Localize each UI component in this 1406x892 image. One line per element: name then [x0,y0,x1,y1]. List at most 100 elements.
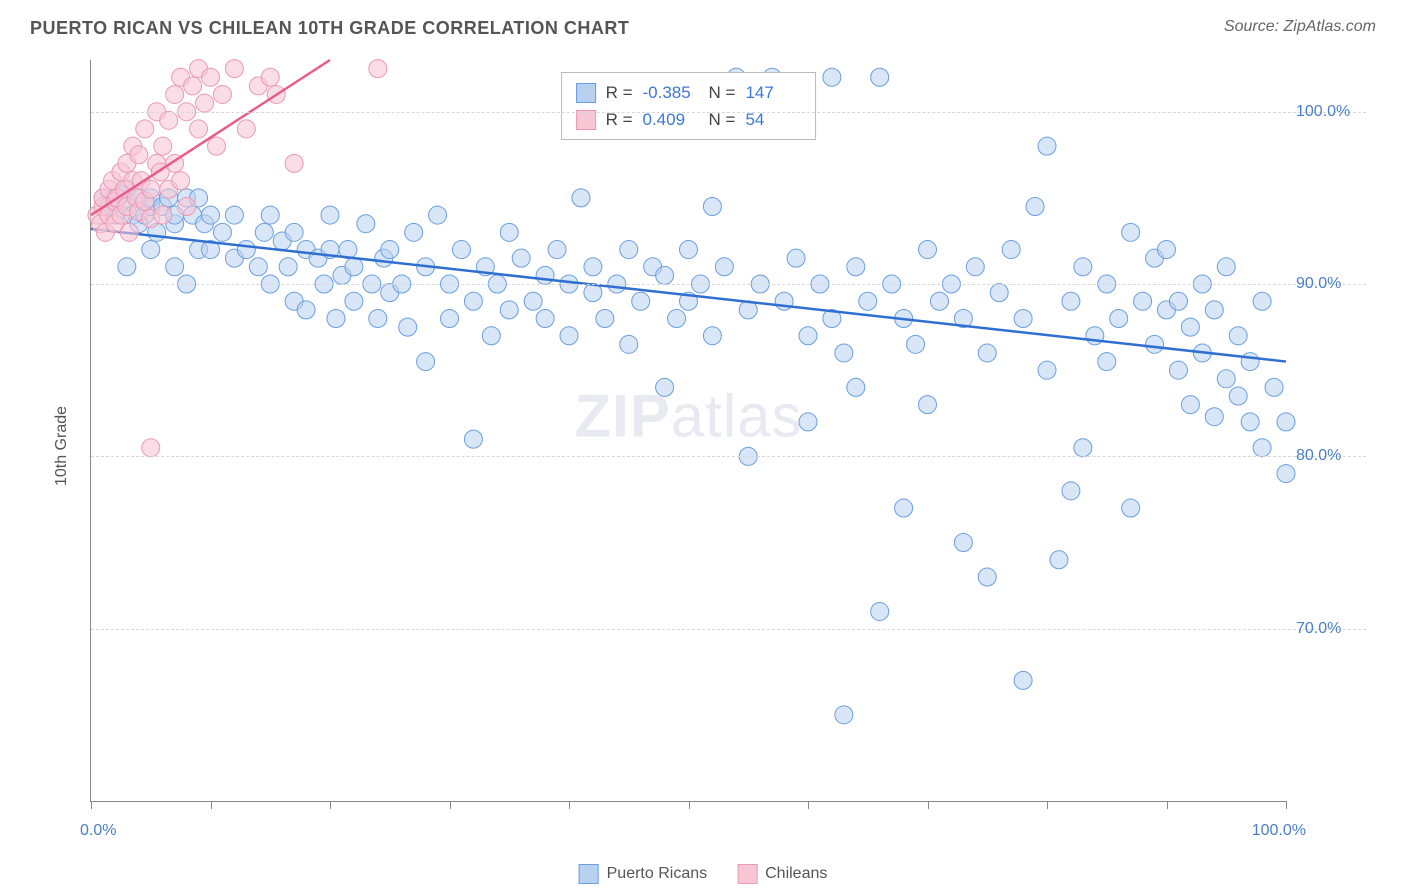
legend-label: Chileans [765,865,827,883]
scatter-point [1229,387,1247,405]
scatter-point [464,430,482,448]
x-min-label: 0.0% [80,822,116,840]
n-label: N = [709,106,736,133]
x-tick [330,801,331,809]
legend-swatch [576,83,596,103]
scatter-point [596,309,614,327]
scatter-point [1241,353,1259,371]
scatter-point [1074,258,1092,276]
legend-item: Puerto Ricans [579,864,708,884]
y-tick-label: 70.0% [1296,620,1366,638]
legend-swatch [737,864,757,884]
scatter-point [345,292,363,310]
scatter-point [1122,499,1140,517]
scatter-point [500,223,518,241]
plot-svg [91,60,1286,801]
scatter-point [225,206,243,224]
scatter-point [166,258,184,276]
scatter-point [656,266,674,284]
scatter-point [357,215,375,233]
stat-legend-row: R = -0.385 N = 147 [576,79,802,106]
scatter-point [202,68,220,86]
legend-item: Chileans [737,864,827,884]
scatter-point [536,309,554,327]
r-label: R = [606,106,633,133]
plot-area: ZIPatlas R = -0.385 N = 147 R = 0.409 N … [90,60,1286,802]
scatter-point [1110,309,1128,327]
scatter-point [142,180,160,198]
x-tick [1167,801,1168,809]
y-tick-label: 80.0% [1296,447,1366,465]
scatter-point [895,499,913,517]
scatter-point [703,327,721,345]
gridline [91,629,1366,630]
scatter-point [835,706,853,724]
scatter-point [1074,439,1092,457]
scatter-point [225,60,243,78]
scatter-point [1241,413,1259,431]
gridline [91,284,1366,285]
scatter-point [178,197,196,215]
scatter-point [464,292,482,310]
n-value: 147 [745,79,801,106]
x-tick [689,801,690,809]
scatter-point [536,266,554,284]
scatter-point [213,85,231,103]
stat-legend: R = -0.385 N = 147 R = 0.409 N = 54 [561,72,817,140]
scatter-point [237,241,255,259]
x-tick [91,801,92,809]
gridline [91,456,1366,457]
scatter-point [160,111,178,129]
scatter-point [321,206,339,224]
scatter-point [154,206,172,224]
scatter-point [482,327,500,345]
scatter-point [799,327,817,345]
scatter-point [166,85,184,103]
scatter-point [787,249,805,267]
chart-title: PUERTO RICAN VS CHILEAN 10TH GRADE CORRE… [30,18,629,39]
scatter-point [255,223,273,241]
n-value: 54 [745,106,801,133]
scatter-point [369,60,387,78]
scatter-point [1002,241,1020,259]
scatter-point [584,258,602,276]
scatter-point [1169,361,1187,379]
gridline [91,112,1366,113]
scatter-point [715,258,733,276]
scatter-point [381,241,399,259]
scatter-point [919,241,937,259]
x-tick [569,801,570,809]
scatter-point [907,335,925,353]
scatter-point [871,602,889,620]
scatter-point [1229,327,1247,345]
x-max-label: 100.0% [1252,822,1306,840]
scatter-point [859,292,877,310]
scatter-point [142,439,160,457]
scatter-point [847,258,865,276]
scatter-point [1181,318,1199,336]
scatter-point [548,241,566,259]
y-tick-label: 100.0% [1296,103,1366,121]
scatter-point [237,120,255,138]
scatter-point [202,206,220,224]
scatter-point [1134,292,1152,310]
scatter-point [285,223,303,241]
scatter-point [285,154,303,172]
chart-source: Source: ZipAtlas.com [1224,18,1376,36]
scatter-point [1205,301,1223,319]
scatter-point [345,258,363,276]
scatter-point [1277,413,1295,431]
legend-swatch [579,864,599,884]
scatter-point [560,327,578,345]
scatter-point [978,344,996,362]
scatter-point [1205,408,1223,426]
y-tick-label: 90.0% [1296,275,1366,293]
stat-legend-row: R = 0.409 N = 54 [576,106,802,133]
scatter-point [213,223,231,241]
scatter-point [142,241,160,259]
scatter-point [207,137,225,155]
scatter-point [668,309,686,327]
series-legend: Puerto Ricans Chileans [579,864,828,884]
scatter-point [930,292,948,310]
scatter-point [399,318,417,336]
